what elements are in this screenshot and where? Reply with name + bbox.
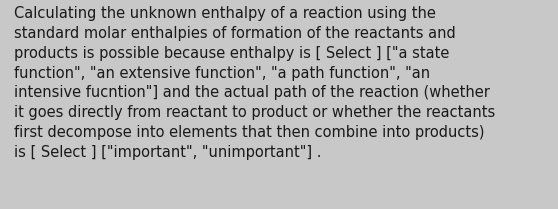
Text: Calculating the unknown enthalpy of a reaction using the
standard molar enthalpi: Calculating the unknown enthalpy of a re… bbox=[14, 6, 495, 160]
